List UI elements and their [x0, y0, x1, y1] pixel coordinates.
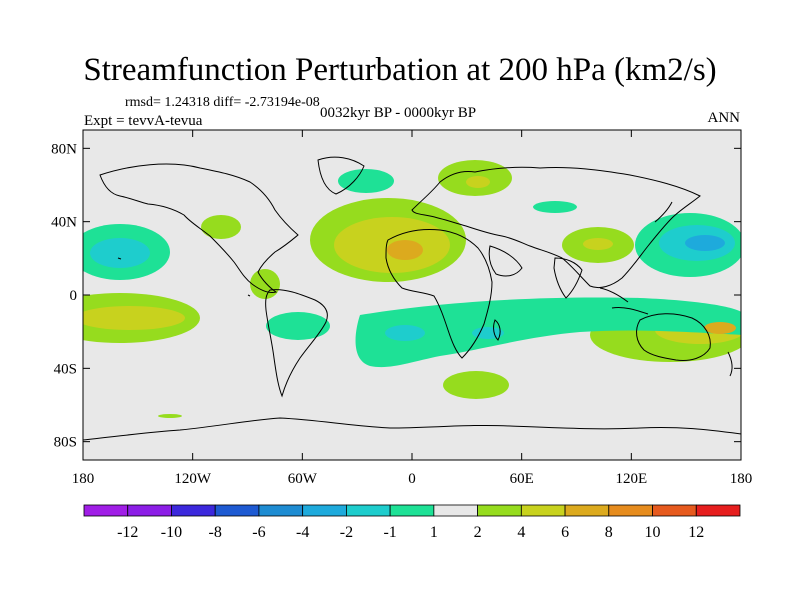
longitude-axis: 180 120W 60W 0 60E 120E 180 [72, 130, 753, 487]
lon-tick-label: 60W [288, 471, 318, 487]
blob-greenland [338, 169, 394, 193]
colorbar-box [171, 504, 216, 517]
colorbar-label: 2 [474, 524, 482, 541]
colorbar-box [477, 504, 522, 517]
blob-south-pacific [266, 312, 330, 340]
lon-tick-label: 180 [72, 471, 95, 487]
stats-label: rmsd= 1.24318 diff= -2.73194e-08 [125, 95, 320, 110]
blob-north-africa [533, 201, 577, 213]
colorbar-box [608, 504, 653, 517]
colorbar-box [652, 504, 697, 517]
blob-small-south [158, 414, 182, 418]
plot-background [83, 130, 741, 460]
lon-tick-label: 120W [174, 471, 212, 487]
lon-tick-label: 180 [730, 471, 753, 487]
colorbar-label: -6 [252, 524, 265, 541]
colorbar-label: -4 [296, 524, 309, 541]
coastlines [83, 156, 741, 441]
colorbar-label: 4 [517, 524, 525, 541]
colorbar-label: -10 [161, 524, 182, 541]
blob-central-america [250, 269, 280, 299]
colorbar-box [83, 504, 129, 517]
colorbar-label: 1 [430, 524, 438, 541]
season-label: ANN [707, 110, 741, 126]
colorbar-label: 8 [605, 524, 613, 541]
lon-tick-label: 0 [408, 471, 416, 487]
colorbar-box [564, 504, 610, 517]
latitude-axis: 80N 40N 0 40S 80S [51, 141, 741, 451]
colorbar-box [520, 504, 566, 517]
colorbar-label: 6 [561, 524, 569, 541]
colorbar-box [302, 504, 347, 517]
colorbar-label: 12 [688, 524, 704, 541]
colorbar-box [433, 504, 479, 517]
blob-south-atlantic [443, 371, 509, 399]
lat-tick-label: 40N [51, 215, 77, 231]
colorbar-label: -1 [383, 524, 396, 541]
lat-tick-label: 40S [54, 361, 77, 377]
colorbar-label: -2 [340, 524, 353, 541]
colorbar-label: -8 [209, 524, 222, 541]
colorbar: -12 -10 -8 -6 -4 -2 -1 1 2 4 6 8 10 12 [83, 504, 741, 541]
colorbar-box [345, 504, 391, 517]
lon-tick-label: 60E [510, 471, 534, 487]
colorbar-box [258, 504, 304, 517]
lat-tick-label: 80N [51, 141, 77, 157]
colorbar-label: -12 [117, 524, 138, 541]
colorbar-box [127, 504, 172, 517]
blob-southern-ocean [355, 297, 741, 368]
period-label: 0032kyr BP - 0000kyr BP [320, 105, 477, 121]
colorbar-label: 10 [645, 524, 661, 541]
experiment-label: Expt = tevvA-tevua [84, 113, 203, 129]
lat-tick-label: 80S [54, 435, 77, 451]
colorbar-box [389, 504, 435, 517]
blob-north-america [201, 215, 241, 239]
chart-title: Streamfunction Perturbation at 200 hPa (… [83, 52, 717, 88]
lon-tick-label: 120E [615, 471, 647, 487]
lat-tick-label: 0 [70, 288, 78, 304]
colorbar-box [695, 504, 741, 517]
colorbar-box [214, 504, 260, 517]
